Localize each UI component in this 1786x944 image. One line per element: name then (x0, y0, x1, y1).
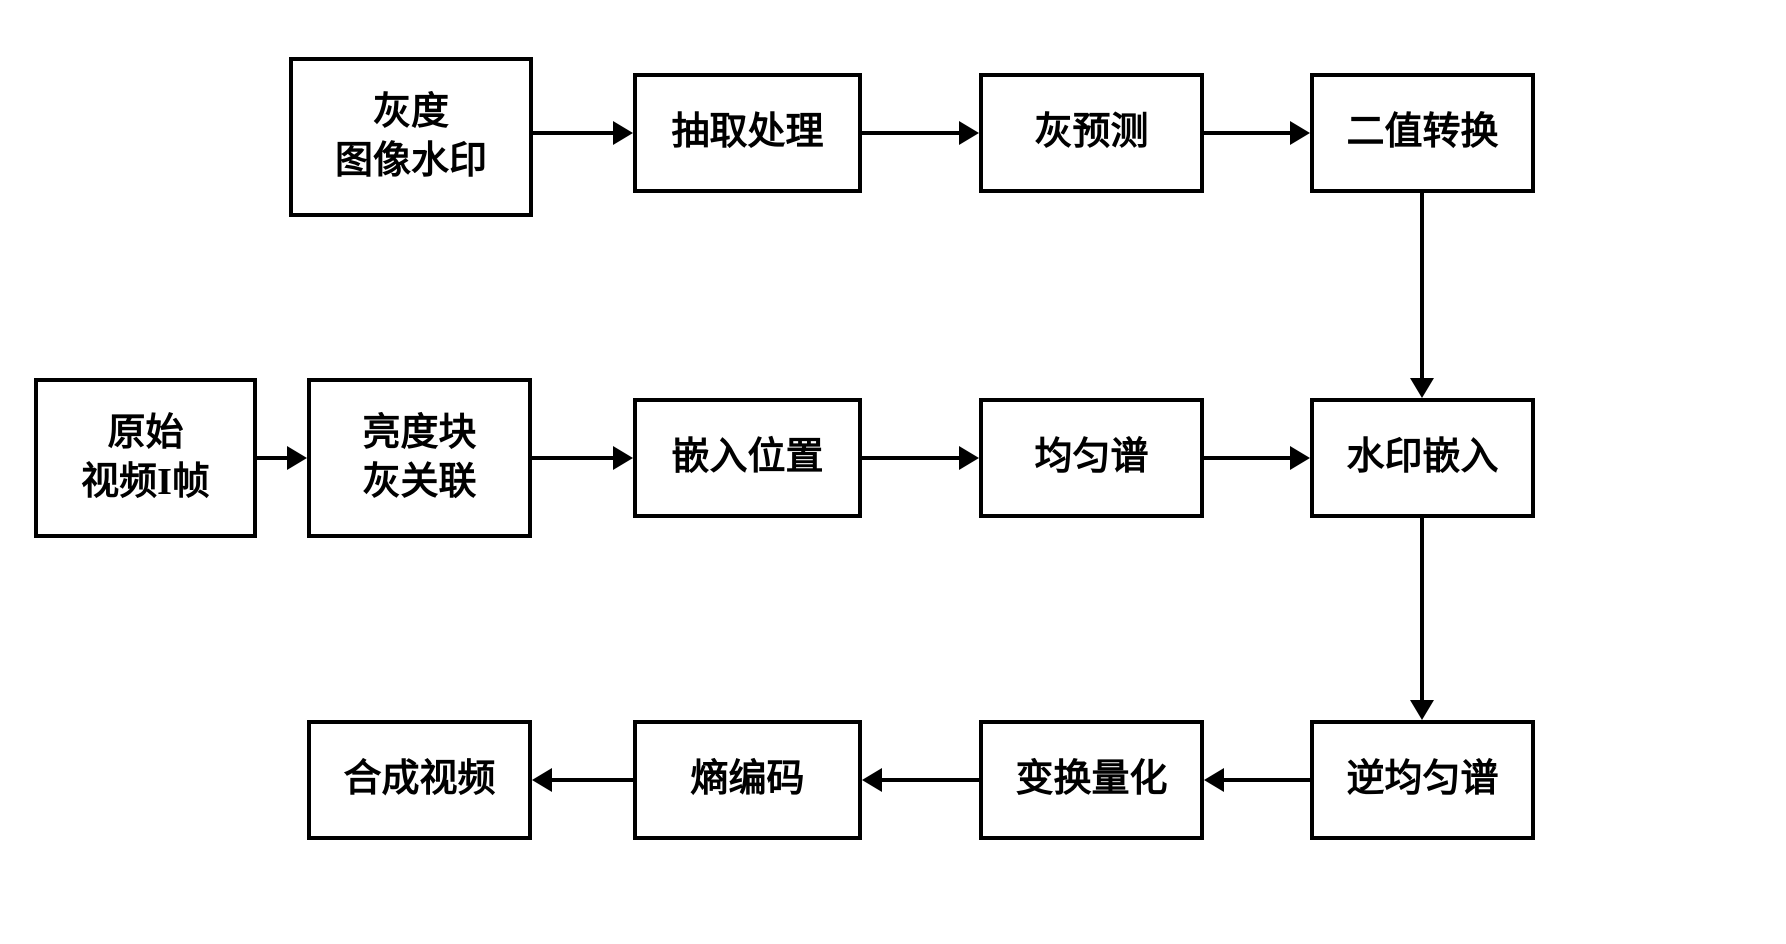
node-extraction: 抽取处理 (633, 73, 862, 193)
node-inverse-uniform-spectrum: 逆均匀谱 (1310, 720, 1535, 840)
node-label: 灰度图像水印 (335, 88, 487, 187)
arrowhead-left-icon (532, 768, 552, 792)
edge (1420, 193, 1424, 378)
arrowhead-down-icon (1410, 700, 1434, 720)
edge (552, 778, 633, 782)
arrowhead-down-icon (1410, 378, 1434, 398)
node-grayscale-watermark: 灰度图像水印 (289, 57, 533, 217)
edge (532, 456, 613, 460)
node-label: 原始视频I帧 (81, 409, 210, 508)
node-label: 均匀谱 (1034, 433, 1148, 482)
arrowhead-right-icon (959, 446, 979, 470)
node-composite-video: 合成视频 (307, 720, 532, 840)
edge (533, 131, 613, 135)
arrowhead-right-icon (1290, 446, 1310, 470)
node-label: 变换量化 (1015, 755, 1167, 804)
node-label: 合成视频 (343, 755, 495, 804)
node-label: 嵌入位置 (671, 433, 823, 482)
edge (862, 456, 959, 460)
edge (1204, 456, 1290, 460)
arrowhead-left-icon (1204, 768, 1224, 792)
arrowhead-left-icon (862, 768, 882, 792)
node-luma-gray-relation: 亮度块灰关联 (307, 378, 532, 538)
arrowhead-right-icon (613, 121, 633, 145)
node-gray-predict: 灰预测 (979, 73, 1204, 193)
arrowhead-right-icon (613, 446, 633, 470)
edge (1204, 131, 1290, 135)
node-transform-quantize: 变换量化 (979, 720, 1204, 840)
edge (882, 778, 979, 782)
node-label: 二值转换 (1346, 108, 1498, 157)
arrowhead-right-icon (1290, 121, 1310, 145)
edge (1420, 518, 1424, 700)
node-watermark-embed: 水印嵌入 (1310, 398, 1535, 518)
node-entropy-coding: 熵编码 (633, 720, 862, 840)
arrowhead-right-icon (959, 121, 979, 145)
node-uniform-spectrum: 均匀谱 (979, 398, 1204, 518)
node-binary-convert: 二值转换 (1310, 73, 1535, 193)
edge (1224, 778, 1310, 782)
node-label: 熵编码 (690, 755, 804, 804)
node-label: 抽取处理 (671, 108, 823, 157)
edge (257, 456, 287, 460)
edge (862, 131, 959, 135)
node-label: 水印嵌入 (1346, 433, 1498, 482)
node-original-video: 原始视频I帧 (34, 378, 257, 538)
node-label: 亮度块灰关联 (362, 409, 476, 508)
node-label: 灰预测 (1034, 108, 1148, 157)
flowchart-canvas: 灰度图像水印 抽取处理 灰预测 二值转换 原始视频I帧 亮度块灰关联 嵌入位置 … (0, 0, 1786, 944)
node-label: 逆均匀谱 (1346, 755, 1498, 804)
arrowhead-right-icon (287, 446, 307, 470)
node-embed-position: 嵌入位置 (633, 398, 862, 518)
